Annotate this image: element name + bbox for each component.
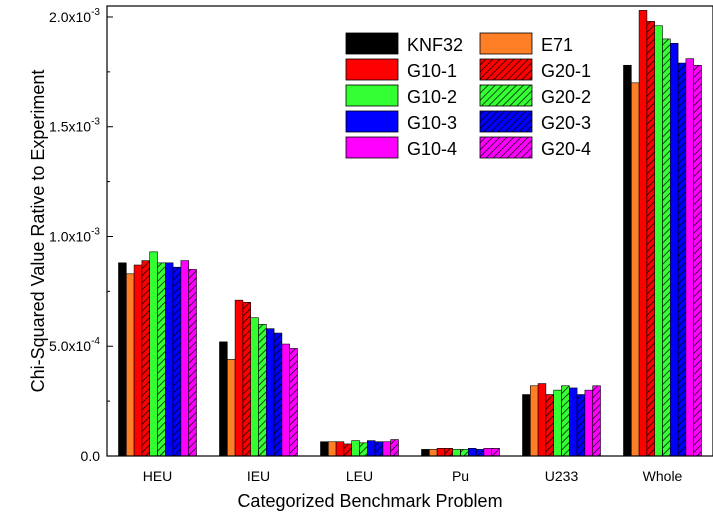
y-tick-label: 1.0x10-3: [49, 226, 100, 244]
bar-g10-2-pu: [452, 449, 461, 457]
legend-swatch-g20-4: [479, 136, 533, 159]
bar-g20-4-pu: [491, 448, 500, 457]
y-axis-label: Chi-Squared Value Rative to Experiment: [28, 70, 48, 393]
legend-label-knf32: KNF32: [407, 35, 463, 55]
bar-e71-ieu: [227, 359, 236, 457]
bar-knf32-pu: [421, 449, 430, 457]
bar-g10-2-ieu: [250, 317, 259, 457]
legend-label-g20-3: G20-3: [541, 113, 591, 133]
bar-g20-2-leu: [359, 442, 368, 457]
legend-label-g20-1: G20-1: [541, 61, 591, 81]
legend-label-g20-2: G20-2: [541, 87, 591, 107]
bar-g10-1-ieu: [234, 299, 244, 457]
bar-knf32-whole: [623, 64, 632, 457]
bar-g20-2-pu: [460, 449, 469, 457]
bar-g10-1-whole: [638, 10, 648, 457]
bar-g10-4-whole: [685, 58, 695, 457]
bar-g20-3-whole: [677, 62, 687, 457]
bar-knf32-u233: [522, 394, 531, 457]
legend: KNF32 E71 G10-1 G20-1 G10-2 G20-2 G10-3 G20-3 G1…: [345, 32, 591, 159]
bar-g10-3-u233: [568, 387, 578, 457]
bar-g20-1-leu: [343, 443, 352, 457]
bar-e71-whole: [630, 82, 640, 457]
y-tick-label: 0.0: [81, 448, 101, 464]
y-tick-label: 1.5x10-3: [49, 117, 100, 135]
bar-g10-2-heu: [149, 251, 158, 457]
bar-g20-4-u233: [592, 385, 601, 457]
bar-e71-pu: [428, 449, 438, 457]
x-tick-label: LEU: [346, 468, 373, 484]
bar-g20-2-whole: [662, 38, 671, 457]
bar-g20-3-leu: [374, 441, 384, 457]
bar-g10-3-leu: [366, 440, 376, 457]
bar-g20-4-ieu: [289, 348, 298, 457]
x-axis-label: Categorized Benchmark Problem: [237, 491, 502, 511]
bar-g20-4-whole: [693, 64, 702, 457]
bar-g20-3-heu: [172, 266, 182, 457]
plot-frame: [106, 5, 713, 457]
bar-g20-2-heu: [157, 262, 166, 457]
legend-swatch-g10-3: [345, 110, 399, 133]
legend-label-g10-4: G10-4: [407, 139, 457, 159]
bars-layer: [118, 10, 702, 457]
bar-g20-3-pu: [475, 449, 485, 457]
bar-g10-1-heu: [133, 264, 143, 457]
bar-g20-3-ieu: [273, 332, 283, 457]
bar-g20-1-pu: [444, 448, 453, 457]
bar-g10-3-heu: [165, 262, 174, 457]
x-tick-label: IEU: [247, 468, 270, 484]
bar-g20-2-ieu: [258, 323, 267, 457]
legend-swatch-g20-2: [479, 84, 533, 107]
legend-label-g20-4: G20-4: [541, 139, 591, 159]
bar-g10-3-whole: [669, 43, 679, 457]
bar-e71-leu: [327, 441, 337, 457]
x-tick-label: Pu: [452, 468, 469, 484]
legend-label-e71: E71: [541, 35, 573, 55]
bar-g10-3-pu: [467, 448, 477, 457]
bar-knf32-heu: [118, 262, 127, 457]
legend-label-g10-1: G10-1: [407, 61, 457, 81]
bar-g20-1-ieu: [242, 302, 251, 457]
bar-g10-4-heu: [180, 260, 189, 457]
bar-g20-1-u233: [545, 394, 555, 457]
x-tick-label: HEU: [143, 468, 173, 484]
x-tick-label: Whole: [643, 468, 683, 484]
legend-swatch-g20-1: [479, 58, 533, 81]
y-tick-label: 5.0x10-4: [49, 336, 100, 354]
bar-g10-4-pu: [483, 448, 492, 457]
bar-g20-2-u233: [561, 385, 570, 457]
legend-label-g10-3: G10-3: [407, 113, 457, 133]
bar-knf32-ieu: [219, 341, 228, 457]
bar-g20-1-whole: [646, 21, 656, 457]
bar-g10-2-whole: [654, 25, 663, 457]
legend-swatch-g20-3: [479, 110, 533, 133]
legend-swatch-knf32: [345, 32, 399, 55]
axes-layer: 0.0 5.0x10-4 1.0x10-3 1.5x10-3 2.0x10-3 HEU IE…: [49, 7, 683, 484]
bar-g20-4-heu: [188, 269, 197, 457]
legend-swatch-g10-4: [345, 136, 399, 159]
legend-swatch-g10-1: [345, 58, 399, 81]
bar-g10-1-leu: [335, 441, 345, 457]
bar-g10-4-ieu: [281, 343, 290, 457]
legend-swatch-e71: [479, 32, 533, 55]
bar-g10-2-leu: [351, 440, 360, 457]
bar-g20-1-heu: [141, 260, 150, 457]
y-tick-label: 2.0x10-3: [49, 7, 100, 25]
bar-g10-4-leu: [382, 441, 391, 457]
bar-knf32-leu: [320, 441, 329, 457]
bar-g10-3-ieu: [265, 328, 275, 457]
bar-e71-u233: [529, 385, 539, 457]
bar-g10-1-u233: [537, 383, 547, 457]
x-tick-label: U233: [545, 468, 579, 484]
bar-g20-4-leu: [390, 439, 399, 457]
bar-g10-2-u233: [553, 389, 562, 457]
legend-swatch-g10-2: [345, 84, 399, 107]
bar-g20-3-u233: [576, 394, 586, 457]
bar-g10-1-pu: [436, 448, 446, 457]
bar-e71-heu: [126, 273, 135, 457]
bar-g10-4-u233: [584, 389, 594, 457]
legend-label-g10-2: G10-2: [407, 87, 457, 107]
